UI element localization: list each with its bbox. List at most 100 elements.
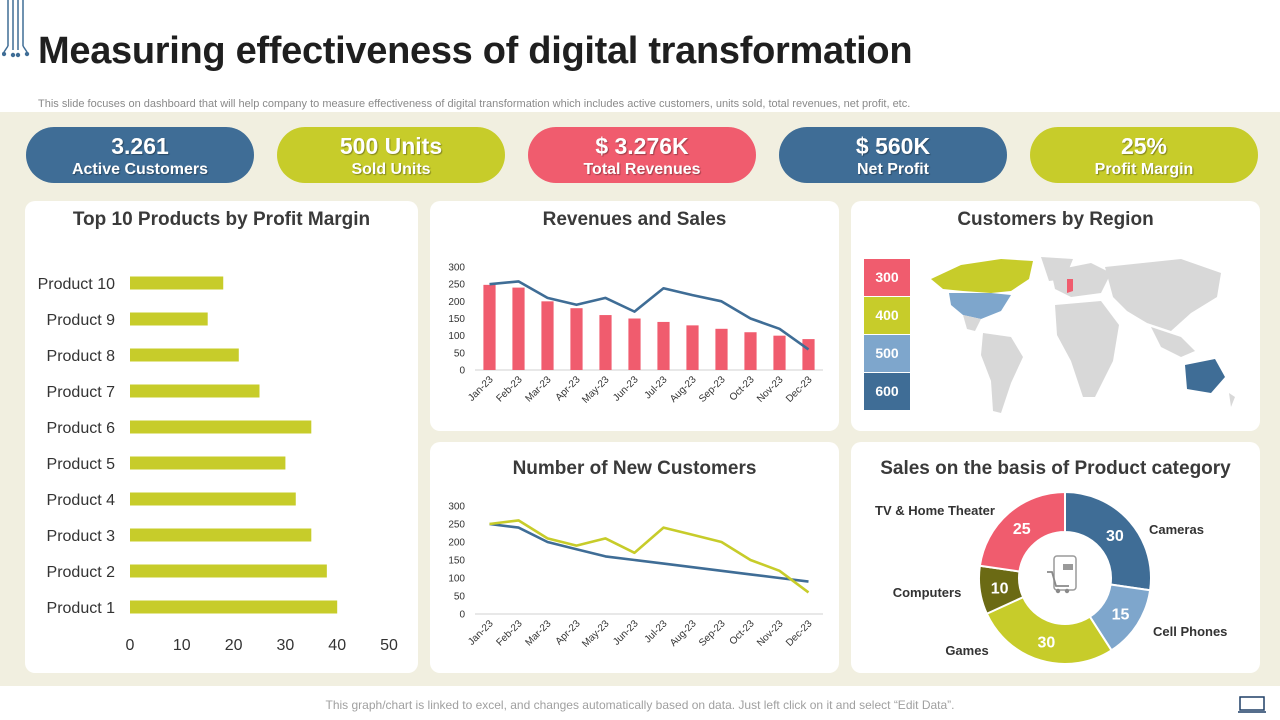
kpi-profit-margin: 25% Profit Margin bbox=[1030, 127, 1258, 183]
bar-category-label: Product 10 bbox=[38, 276, 115, 293]
x-tick-label: 50 bbox=[380, 637, 398, 654]
x-tick-label: 20 bbox=[225, 637, 243, 654]
bar-category-label: Product 2 bbox=[47, 564, 116, 581]
y-tick-label: 300 bbox=[448, 502, 465, 513]
x-tick-label: Jun-23 bbox=[611, 618, 641, 648]
bar bbox=[130, 528, 312, 542]
slice-category-label: Cell Phones bbox=[1153, 624, 1227, 639]
x-tick-label: 30 bbox=[277, 637, 295, 654]
bar bbox=[130, 564, 327, 578]
y-tick-label: 50 bbox=[454, 348, 466, 359]
x-tick-label: Oct-23 bbox=[728, 374, 757, 403]
page-title: Measuring effectiveness of digital trans… bbox=[38, 30, 913, 72]
footer-note: This graph/chart is linked to excel, and… bbox=[325, 698, 955, 712]
slice-value-label: 15 bbox=[1112, 607, 1130, 624]
bar bbox=[541, 301, 554, 370]
x-tick-label: Oct-23 bbox=[728, 618, 757, 647]
bar-category-label: Product 3 bbox=[47, 528, 116, 545]
bar bbox=[657, 321, 670, 370]
bar bbox=[628, 318, 641, 370]
kpi-value: 3.261 bbox=[111, 133, 169, 159]
bar-category-label: Product 6 bbox=[47, 420, 116, 437]
bar bbox=[130, 492, 296, 506]
slice-value-label: 30 bbox=[1106, 528, 1124, 545]
card-title: Customers by Region bbox=[957, 209, 1154, 230]
bar bbox=[130, 420, 312, 434]
x-tick-label: Jul-23 bbox=[643, 374, 670, 401]
x-tick-label: Jul-23 bbox=[643, 618, 670, 645]
slice-value-label: 25 bbox=[1013, 521, 1031, 538]
kpi-label: Net Profit bbox=[857, 161, 929, 178]
kpi-net-profit: $ 560K Net Profit bbox=[779, 127, 1007, 183]
bar bbox=[773, 335, 786, 370]
bar bbox=[715, 328, 728, 370]
y-tick-label: 50 bbox=[454, 592, 466, 603]
x-tick-label: Feb-23 bbox=[494, 618, 524, 648]
x-tick-label: Jan-23 bbox=[466, 374, 496, 404]
region-legend-400: 400 bbox=[864, 297, 910, 334]
x-tick-label: Feb-23 bbox=[494, 374, 524, 404]
x-tick-label: Sep-23 bbox=[697, 374, 728, 405]
bar bbox=[130, 276, 224, 290]
sale-tag bbox=[1063, 564, 1073, 570]
x-tick-label: Dec-23 bbox=[784, 618, 815, 649]
card-title: Revenues and Sales bbox=[542, 209, 727, 230]
series-line bbox=[489, 519, 810, 594]
y-tick-label: 150 bbox=[448, 556, 465, 567]
x-tick-label: Jun-23 bbox=[611, 374, 641, 404]
bar bbox=[130, 312, 208, 326]
y-tick-label: 100 bbox=[448, 331, 465, 342]
bar bbox=[130, 600, 338, 614]
kpi-value: $ 560K bbox=[855, 133, 931, 159]
donut-slice bbox=[978, 490, 1066, 573]
x-tick-label: Aug-23 bbox=[668, 374, 699, 405]
x-tick-label: Mar-23 bbox=[523, 374, 553, 404]
x-tick-label: Apr-23 bbox=[554, 618, 583, 647]
y-tick-label: 200 bbox=[448, 297, 465, 308]
circuit-logo-icon bbox=[2, 0, 30, 58]
y-tick-label: 150 bbox=[448, 314, 465, 325]
kpi-active-customers: 3.261 Active Customers bbox=[26, 127, 254, 183]
kpi-label: Sold Units bbox=[351, 161, 431, 178]
bar-category-label: Product 4 bbox=[47, 492, 116, 509]
x-tick-label: May-23 bbox=[580, 374, 612, 406]
card-new-customers: Number of New Customers 0 50 100 150 200 250 3… bbox=[430, 442, 839, 673]
bar bbox=[130, 348, 239, 362]
category-donut-chart: 30 Cameras 15 Cell Phones 30 Games 10 Computers… bbox=[875, 490, 1227, 665]
region-legend-300: 300 bbox=[864, 259, 910, 296]
x-tick-label: Apr-23 bbox=[554, 374, 583, 403]
donut-slice bbox=[985, 595, 1113, 665]
kpi-label: Total Revenues bbox=[583, 161, 701, 178]
bar bbox=[802, 339, 815, 370]
card-product-category: Sales on the basis of Product category 3… bbox=[851, 442, 1260, 673]
kpi-value: 25% bbox=[1120, 133, 1168, 159]
x-tick-label: Nov-23 bbox=[755, 374, 786, 405]
kpi-label: Active Customers bbox=[71, 161, 209, 178]
x-tick-label: Jan-23 bbox=[466, 618, 496, 648]
series-line bbox=[489, 280, 810, 351]
cart-outline bbox=[1047, 571, 1069, 587]
x-tick-label: Nov-23 bbox=[755, 618, 786, 649]
bar-category-label: Product 9 bbox=[47, 312, 116, 329]
cart-wheel bbox=[1055, 588, 1061, 594]
slice-category-label: Computers bbox=[893, 585, 962, 600]
x-tick-label: Sep-23 bbox=[697, 618, 728, 649]
y-tick-label: 0 bbox=[459, 610, 465, 621]
y-tick-label: 300 bbox=[448, 263, 465, 274]
y-tick-label: 250 bbox=[448, 280, 465, 291]
region-legend-600: 600 bbox=[864, 373, 910, 410]
x-tick-label: May-23 bbox=[580, 618, 612, 650]
kpi-label: Profit Margin bbox=[1094, 161, 1194, 178]
bar bbox=[130, 456, 286, 470]
x-tick-label: 0 bbox=[126, 637, 135, 654]
card-customers-region: Customers by Region 300 400 500 600 bbox=[851, 201, 1260, 431]
world-map-icon bbox=[931, 257, 1235, 413]
slice-category-label: Games bbox=[945, 643, 988, 658]
series-line bbox=[489, 522, 809, 583]
kpi-value: $ 3.276K bbox=[595, 133, 689, 159]
region-legend-500: 500 bbox=[864, 335, 910, 372]
monitor-icon bbox=[1238, 696, 1266, 713]
slice-value-label: 30 bbox=[1038, 634, 1056, 651]
